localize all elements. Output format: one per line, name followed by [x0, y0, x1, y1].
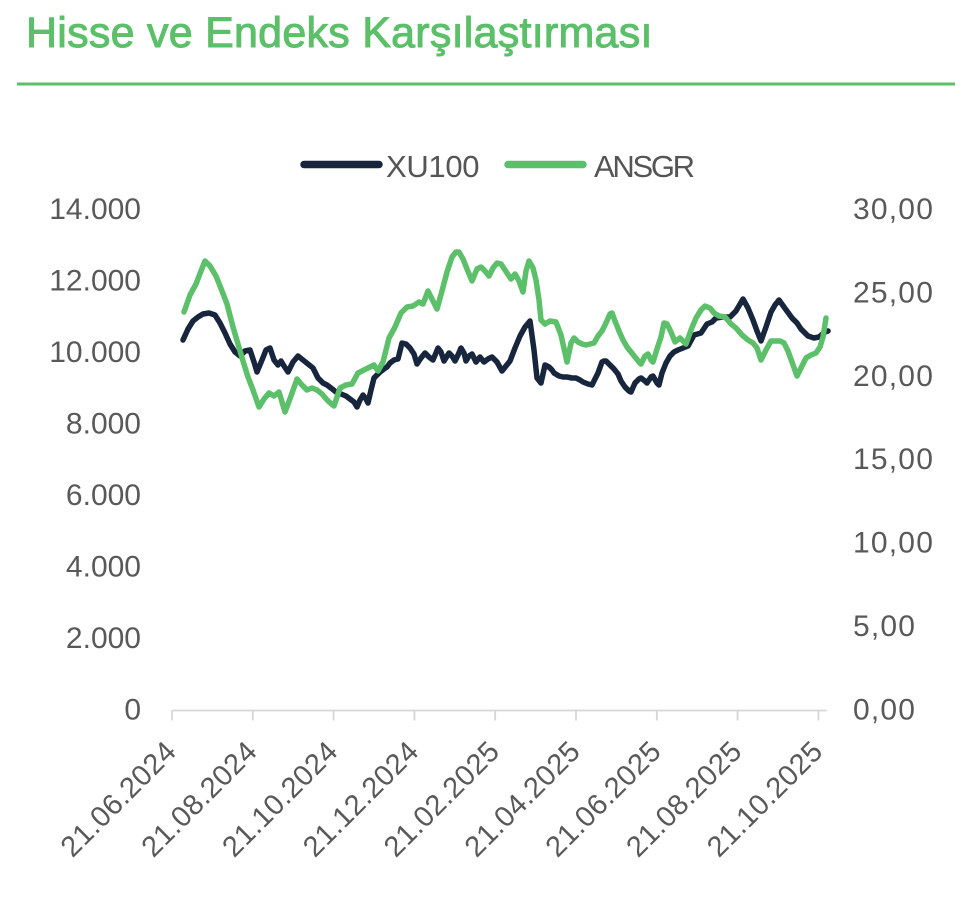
svg-text:5,00: 5,00 [853, 610, 916, 643]
svg-text:4.000: 4.000 [66, 551, 141, 584]
svg-text:20,00: 20,00 [853, 360, 934, 393]
svg-text:25,00: 25,00 [853, 276, 934, 309]
svg-text:ANSGR: ANSGR [594, 149, 694, 184]
svg-text:6.000: 6.000 [66, 479, 141, 512]
svg-text:0: 0 [124, 694, 141, 727]
svg-text:10.000: 10.000 [49, 336, 141, 369]
svg-text:2.000: 2.000 [66, 622, 141, 655]
svg-text:XU100: XU100 [386, 149, 479, 184]
svg-text:15,00: 15,00 [853, 443, 934, 476]
svg-text:14.000: 14.000 [49, 193, 141, 226]
svg-text:10,00: 10,00 [853, 527, 934, 560]
svg-text:8.000: 8.000 [66, 408, 141, 441]
svg-text:12.000: 12.000 [49, 265, 141, 298]
svg-text:Hisse ve Endeks Karşılaştırmas: Hisse ve Endeks Karşılaştırması [26, 9, 653, 57]
svg-text:30,00: 30,00 [853, 193, 934, 226]
svg-text:0,00: 0,00 [853, 694, 916, 727]
